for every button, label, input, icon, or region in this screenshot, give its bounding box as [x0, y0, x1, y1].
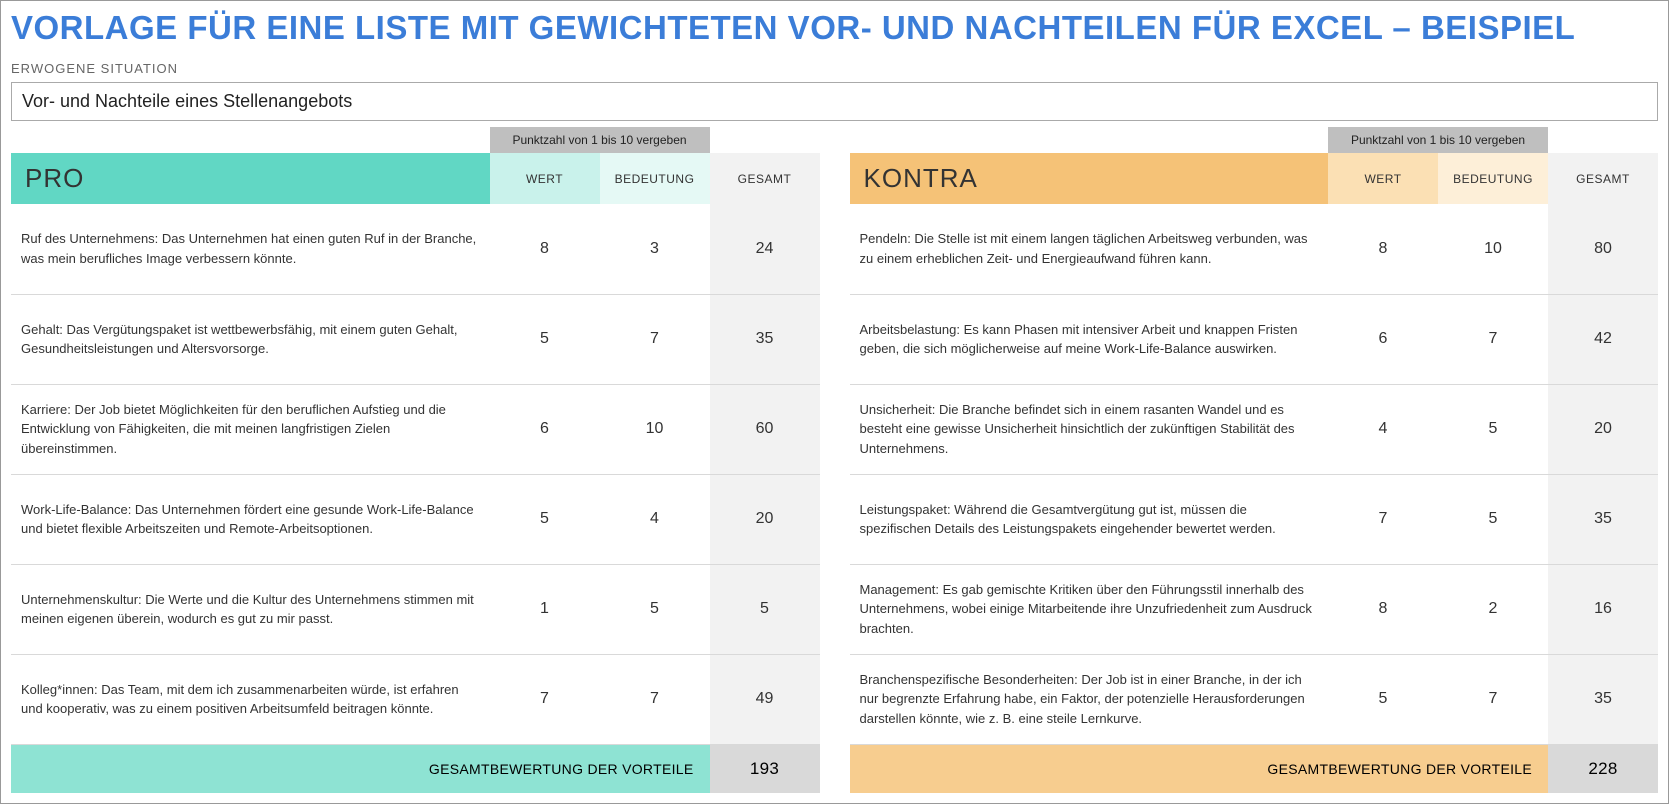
kontra-hint: Punktzahl von 1 bis 10 vergeben — [1328, 127, 1548, 153]
table-row: Unternehmenskultur: Die Werte und die Ku… — [11, 564, 820, 654]
pro-gesamt: 24 — [710, 204, 820, 294]
kontra-column: Punktzahl von 1 bis 10 vergeben KONTRA W… — [850, 127, 1659, 793]
pro-desc[interactable]: Kolleg*innen: Das Team, mit dem ich zusa… — [11, 654, 490, 744]
table-row: Karriere: Der Job bietet Möglichkeiten f… — [11, 384, 820, 474]
kontra-desc[interactable]: Pendeln: Die Stelle ist mit einem langen… — [850, 204, 1329, 294]
kontra-gesamt: 35 — [1548, 474, 1658, 564]
pro-title: PRO — [11, 153, 490, 204]
table-row: Arbeitsbelastung: Es kann Phasen mit int… — [850, 294, 1659, 384]
kontra-title: KONTRA — [850, 153, 1329, 204]
pro-wert[interactable]: 5 — [490, 294, 600, 384]
pro-footer-row: GESAMTBEWERTUNG DER VORTEILE 193 — [11, 744, 820, 793]
kontra-footer-total: 228 — [1548, 744, 1658, 793]
table-row: Kolleg*innen: Das Team, mit dem ich zusa… — [11, 654, 820, 744]
pro-wert[interactable]: 6 — [490, 384, 600, 474]
pro-desc[interactable]: Karriere: Der Job bietet Möglichkeiten f… — [11, 384, 490, 474]
kontra-bedeutung[interactable]: 5 — [1438, 384, 1548, 474]
table-row: Work-Life-Balance: Das Unternehmen förde… — [11, 474, 820, 564]
kontra-desc[interactable]: Arbeitsbelastung: Es kann Phasen mit int… — [850, 294, 1329, 384]
kontra-gesamt: 20 — [1548, 384, 1658, 474]
kontra-wert[interactable]: 6 — [1328, 294, 1438, 384]
kontra-col-gesamt: GESAMT — [1548, 153, 1658, 204]
kontra-bedeutung[interactable]: 10 — [1438, 204, 1548, 294]
pro-bedeutung[interactable]: 10 — [600, 384, 710, 474]
kontra-bedeutung[interactable]: 5 — [1438, 474, 1548, 564]
kontra-bedeutung[interactable]: 2 — [1438, 564, 1548, 654]
kontra-gesamt: 80 — [1548, 204, 1658, 294]
kontra-footer-row: GESAMTBEWERTUNG DER VORTEILE 228 — [850, 744, 1659, 793]
kontra-wert[interactable]: 7 — [1328, 474, 1438, 564]
pro-wert[interactable]: 8 — [490, 204, 600, 294]
pro-desc[interactable]: Gehalt: Das Vergütungspaket ist wettbewe… — [11, 294, 490, 384]
pro-hint-row: Punktzahl von 1 bis 10 vergeben — [11, 127, 820, 153]
kontra-col-wert: WERT — [1328, 153, 1438, 204]
situation-input[interactable]: Vor- und Nachteile eines Stellenangebots — [11, 82, 1658, 121]
pro-bedeutung[interactable]: 7 — [600, 654, 710, 744]
pro-gesamt: 5 — [710, 564, 820, 654]
pro-bedeutung[interactable]: 3 — [600, 204, 710, 294]
pro-bedeutung[interactable]: 5 — [600, 564, 710, 654]
kontra-wert[interactable]: 8 — [1328, 204, 1438, 294]
pro-column: Punktzahl von 1 bis 10 vergeben PRO WERT… — [11, 127, 820, 793]
kontra-wert[interactable]: 8 — [1328, 564, 1438, 654]
table-row: Branchenspezifische Besonderheiten: Der … — [850, 654, 1659, 744]
kontra-footer-label: GESAMTBEWERTUNG DER VORTEILE — [850, 744, 1549, 793]
pro-table: Punktzahl von 1 bis 10 vergeben PRO WERT… — [11, 127, 820, 793]
kontra-table: Punktzahl von 1 bis 10 vergeben KONTRA W… — [850, 127, 1659, 793]
pro-bedeutung[interactable]: 7 — [600, 294, 710, 384]
table-row: Gehalt: Das Vergütungspaket ist wettbewe… — [11, 294, 820, 384]
columns-wrapper: Punktzahl von 1 bis 10 vergeben PRO WERT… — [11, 127, 1658, 793]
kontra-gesamt: 35 — [1548, 654, 1658, 744]
pro-wert[interactable]: 1 — [490, 564, 600, 654]
kontra-header-row: KONTRA WERT BEDEUTUNG GESAMT — [850, 153, 1659, 204]
pro-gesamt: 20 — [710, 474, 820, 564]
pro-desc[interactable]: Ruf des Unternehmens: Das Unternehmen ha… — [11, 204, 490, 294]
pro-gesamt: 49 — [710, 654, 820, 744]
pro-wert[interactable]: 7 — [490, 654, 600, 744]
kontra-desc[interactable]: Leistungspaket: Während die Gesamtvergüt… — [850, 474, 1329, 564]
pro-gesamt: 60 — [710, 384, 820, 474]
kontra-wert[interactable]: 5 — [1328, 654, 1438, 744]
kontra-bedeutung[interactable]: 7 — [1438, 294, 1548, 384]
table-row: Unsicherheit: Die Branche befindet sich … — [850, 384, 1659, 474]
pro-bedeutung[interactable]: 4 — [600, 474, 710, 564]
table-row: Ruf des Unternehmens: Das Unternehmen ha… — [11, 204, 820, 294]
kontra-bedeutung[interactable]: 7 — [1438, 654, 1548, 744]
pro-col-gesamt: GESAMT — [710, 153, 820, 204]
pro-gesamt: 35 — [710, 294, 820, 384]
kontra-desc[interactable]: Branchenspezifische Besonderheiten: Der … — [850, 654, 1329, 744]
pro-desc[interactable]: Work-Life-Balance: Das Unternehmen förde… — [11, 474, 490, 564]
pro-footer-label: GESAMTBEWERTUNG DER VORTEILE — [11, 744, 710, 793]
pro-col-wert: WERT — [490, 153, 600, 204]
pro-wert[interactable]: 5 — [490, 474, 600, 564]
pro-header-row: PRO WERT BEDEUTUNG GESAMT — [11, 153, 820, 204]
kontra-gesamt: 16 — [1548, 564, 1658, 654]
table-row: Pendeln: Die Stelle ist mit einem langen… — [850, 204, 1659, 294]
kontra-desc[interactable]: Unsicherheit: Die Branche befindet sich … — [850, 384, 1329, 474]
situation-label: ERWOGENE SITUATION — [11, 61, 1658, 76]
kontra-hint-row: Punktzahl von 1 bis 10 vergeben — [850, 127, 1659, 153]
page-title: VORLAGE FÜR EINE LISTE MIT GEWICHTETEN V… — [11, 9, 1658, 47]
kontra-gesamt: 42 — [1548, 294, 1658, 384]
kontra-wert[interactable]: 4 — [1328, 384, 1438, 474]
table-row: Leistungspaket: Während die Gesamtvergüt… — [850, 474, 1659, 564]
pro-col-bedeutung: BEDEUTUNG — [600, 153, 710, 204]
kontra-col-bedeutung: BEDEUTUNG — [1438, 153, 1548, 204]
pro-desc[interactable]: Unternehmenskultur: Die Werte und die Ku… — [11, 564, 490, 654]
table-row: Management: Es gab gemischte Kritiken üb… — [850, 564, 1659, 654]
kontra-desc[interactable]: Management: Es gab gemischte Kritiken üb… — [850, 564, 1329, 654]
pro-footer-total: 193 — [710, 744, 820, 793]
pro-hint: Punktzahl von 1 bis 10 vergeben — [490, 127, 710, 153]
